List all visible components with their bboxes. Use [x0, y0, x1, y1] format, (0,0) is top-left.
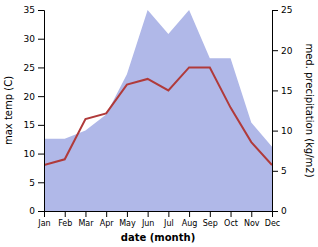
tick-mark	[38, 182, 44, 183]
tick-mark	[106, 211, 107, 217]
tick: Jun	[141, 211, 155, 228]
tick: 30	[24, 34, 44, 44]
tick-mark	[127, 211, 128, 217]
axis-line	[45, 212, 273, 218]
x-axis: Jan Feb Mar Apr May Jun Jul Aug Sep Oct Nov Dec	[37, 211, 280, 228]
tick: Jan	[37, 211, 50, 228]
plot: JanFebMarAprMayJunJulAugSepOctNovDec0510…	[3, 5, 315, 243]
tick: 20	[272, 46, 293, 56]
tick: May	[119, 211, 136, 228]
tick: 35	[24, 5, 44, 15]
line	[44, 67, 272, 165]
tick-mark	[189, 211, 190, 217]
tick: Dec	[265, 211, 280, 228]
tick-mark	[168, 211, 169, 217]
tick: 20	[24, 92, 44, 102]
tick: 10	[272, 126, 293, 136]
tick-label: Jun	[141, 219, 155, 228]
y-axis: 0 5 10 15 20 25 30 35	[24, 5, 45, 216]
tick-mark	[272, 171, 278, 172]
tick: 10	[24, 149, 44, 159]
tick-mark	[251, 211, 252, 217]
tick-label: 5	[281, 166, 287, 176]
tick: 0	[29, 206, 44, 216]
tick-label: 25	[24, 63, 35, 73]
tick: 25	[272, 5, 292, 15]
tick: Jul	[163, 211, 174, 228]
tick-mark	[210, 211, 211, 217]
tick-mark	[38, 10, 44, 11]
tick-label: Nov	[244, 219, 260, 228]
tick-label: Feb	[58, 219, 72, 228]
tick: Oct	[224, 211, 238, 228]
axis-line	[38, 11, 45, 212]
tick-mark	[272, 90, 278, 91]
tick-mark	[65, 211, 66, 217]
tick: 0	[272, 206, 287, 216]
tick-label: Aug	[182, 219, 198, 228]
tick-mark	[38, 154, 44, 155]
tick-label: 10	[24, 149, 36, 159]
tick: Apr	[100, 211, 115, 228]
tick: Mar	[78, 211, 94, 228]
y-axis-title: max temp (C)	[3, 76, 14, 145]
tick: Feb	[58, 211, 72, 228]
tick: 15	[272, 86, 292, 96]
tick-mark	[85, 211, 86, 217]
tick-mark	[38, 211, 44, 212]
tick-label: Sep	[203, 219, 218, 228]
tick-label: 15	[281, 86, 292, 96]
tick-mark	[38, 125, 44, 126]
marks	[44, 10, 272, 211]
tick: 5	[29, 178, 44, 188]
chart: JanFebMarAprMayJunJulAugSepOctNovDec0510…	[0, 0, 318, 247]
y2-axis-title: med. precipitation (kg/m2)	[304, 43, 315, 177]
tick-label: 15	[24, 120, 35, 130]
tick-mark	[231, 211, 232, 217]
tick: Sep	[203, 211, 218, 228]
y2-axis: 0 5 10 15 20 25	[272, 5, 293, 216]
tick-label: 30	[24, 34, 36, 44]
tick-label: 0	[29, 206, 35, 216]
tick: 5	[272, 166, 287, 176]
tick-label: 35	[24, 5, 35, 15]
tick-label: Dec	[265, 219, 280, 228]
tick-label: Jul	[163, 219, 174, 228]
tick: 15	[24, 120, 44, 130]
tick: 25	[24, 63, 44, 73]
tick-mark	[148, 211, 149, 217]
tick-label: Jan	[37, 219, 50, 228]
tick-label: 20	[24, 92, 36, 102]
tick-label: 0	[281, 206, 287, 216]
tick: Aug	[182, 211, 198, 228]
tick-label: Mar	[78, 219, 94, 228]
tick-mark	[38, 39, 44, 40]
area	[44, 10, 272, 211]
tick-mark	[272, 10, 278, 11]
tick-mark	[38, 96, 44, 97]
tick-label: 20	[281, 46, 293, 56]
tick-label: May	[119, 219, 136, 228]
tick-label: 5	[29, 178, 35, 188]
tick-mark	[38, 67, 44, 68]
x-axis-title: date (month)	[121, 232, 195, 243]
tick-mark	[272, 50, 278, 51]
tick-mark	[272, 131, 278, 132]
tick-label: Apr	[100, 219, 115, 228]
tick-label: 25	[281, 5, 292, 15]
tick: Nov	[244, 211, 260, 228]
tick-label: 10	[281, 126, 293, 136]
tick-mark	[272, 211, 278, 212]
axis-line	[273, 11, 279, 212]
tick-label: Oct	[224, 219, 238, 228]
